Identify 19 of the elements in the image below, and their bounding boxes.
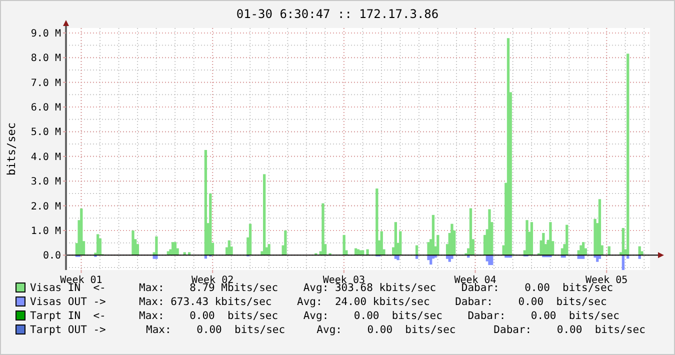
y-tick-label: 6.0 M [30,102,61,114]
y-tick-label: 9.0 M [30,28,61,40]
y-tick-label: 5.0 M [30,127,61,138]
legend-label: Tarpt IN <- [30,310,106,322]
text: Max: 673.43 kbits/sec Avg: 24.00 kbits/sec Dabar: 0.00 bits/sec [139,296,607,308]
legend-label: Visas OUT -> [30,296,106,308]
y-tick-label: 4.0 M [30,152,61,163]
legend-label: Tarpt OUT -> [30,324,106,336]
y-tick-label: 0.0 [42,250,61,262]
y-tick-label: 1.0 M [30,226,61,237]
text: Max: 0.00 bits/sec Avg: 0.00 bits/sec Dabar: 0.00 bits/sec [146,324,646,336]
y-axis-title: bits/sec [5,122,18,176]
text: Max: 0.00 bits/sec Avg: 0.00 bits/sec Dabar: 0.00 bits/sec [139,310,620,322]
chart-title: 01-30 6:30:47 :: 172.17.3.86 [236,7,439,21]
y-tick-label: 2.0 M [30,201,61,212]
y-tick-label: 7.0 M [30,78,61,89]
y-tick-label: 3.0 M [30,176,61,188]
legend-label: Visas IN <- [30,282,106,294]
y-tick-label: 8.0 M [30,53,61,64]
